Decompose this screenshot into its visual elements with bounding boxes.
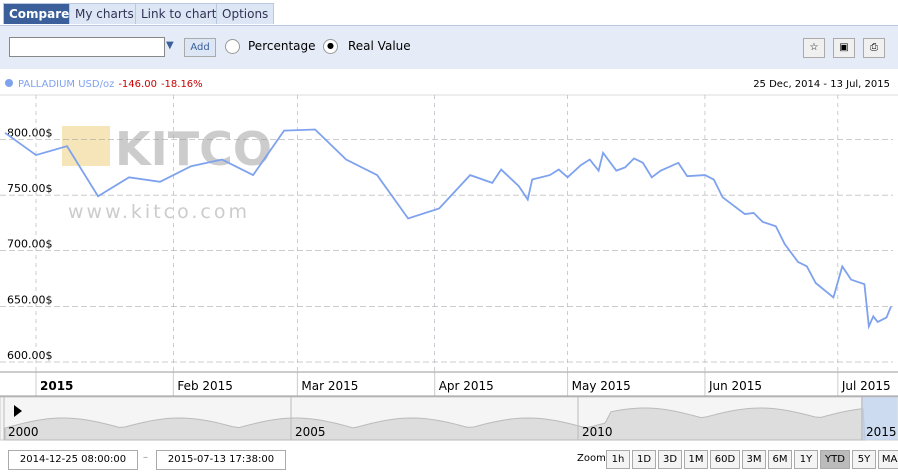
legend-value: -18.16% xyxy=(161,79,203,90)
x-tick-label: May 2015 xyxy=(572,379,631,393)
x-tick-label: Jun 2015 xyxy=(708,379,762,393)
save-button[interactable]: ▣ xyxy=(833,38,855,58)
watermark-url: www.kitco.com xyxy=(68,201,250,223)
star-button[interactable]: ☆ xyxy=(803,38,825,58)
dash: – xyxy=(143,452,148,463)
chart: PALLADIUM USD/oz -146.00 -18.16% 25 Dec, 20… xyxy=(0,79,898,441)
to-date[interactable]: 2015-07-13 17:38:00 xyxy=(156,450,286,470)
series-line xyxy=(4,128,892,330)
navigator-label: 2010 xyxy=(582,425,613,439)
date-range: 25 Dec, 2014 - 13 Jul, 2015 xyxy=(753,79,890,90)
zoom-button[interactable]: 6M xyxy=(768,450,792,469)
watermark-logo: KITCO xyxy=(115,122,272,176)
x-tick-label: Jul 2015 xyxy=(841,379,891,393)
zoom-button[interactable]: 1Y xyxy=(794,450,818,469)
zoom-button[interactable]: 3D xyxy=(658,450,682,469)
y-tick-label: 650.00$ xyxy=(7,293,53,306)
tab[interactable]: Link to chart xyxy=(135,3,223,24)
zoom-button[interactable]: 1D xyxy=(632,450,656,469)
from-date[interactable]: 2014-12-25 08:00:00 xyxy=(8,450,138,470)
watermark-box xyxy=(62,126,110,166)
y-tick-label: 700.00$ xyxy=(7,238,53,251)
legend-value: PALLADIUM USD/oz xyxy=(18,79,114,90)
y-tick-label: 600.00$ xyxy=(7,349,53,362)
y-tick-label: 800.00$ xyxy=(7,126,53,139)
add-button[interactable]: Add xyxy=(184,38,216,57)
x-tick-label: Feb 2015 xyxy=(177,379,233,393)
zoom-button[interactable]: MAX xyxy=(878,450,898,469)
zoom-button[interactable]: 1M xyxy=(684,450,708,469)
option-label: Percentage xyxy=(248,39,316,53)
x-tick-label: Apr 2015 xyxy=(439,379,494,393)
play-button xyxy=(14,405,22,417)
navigator-label: 2005 xyxy=(295,425,326,439)
navigator-window xyxy=(861,397,897,440)
navigator-label: 2015 xyxy=(866,425,897,439)
print-button[interactable]: ⎙ xyxy=(863,38,885,58)
y-tick-label: 750.00$ xyxy=(7,182,53,195)
tab[interactable]: My charts xyxy=(69,3,140,24)
zoom-button[interactable]: 60D xyxy=(710,450,740,469)
zoom-label: Zoom: xyxy=(577,453,610,464)
zoom-button[interactable]: 1h xyxy=(606,450,630,469)
legend-text: PALLADIUM USD/oz -146.00 -18.16% xyxy=(18,79,203,90)
radio[interactable] xyxy=(225,39,240,54)
legend-value: -146.00 xyxy=(118,79,157,90)
zoom-button[interactable]: 3M xyxy=(742,450,766,469)
toolbar: ▼ Add Percentage ● Real Value ☆ ▣ ⎙ xyxy=(0,25,898,69)
zoom-button[interactable]: YTD xyxy=(820,450,850,469)
zoom-button[interactable]: 5Y xyxy=(852,450,876,469)
x-tick-label: Mar 2015 xyxy=(301,379,358,393)
legend-dot xyxy=(5,79,13,87)
tab[interactable]: Compare xyxy=(3,3,76,24)
tab[interactable]: Options xyxy=(216,3,275,24)
navigator-label: 2000 xyxy=(8,425,39,439)
option-label: Real Value xyxy=(348,39,411,53)
symbol-input[interactable] xyxy=(9,37,165,57)
navigator-area xyxy=(4,407,866,441)
x-tick-label: 2015 xyxy=(40,379,73,393)
dropdown-arrow[interactable]: ▼ xyxy=(166,40,174,51)
radio-selected[interactable]: ● xyxy=(323,39,338,54)
